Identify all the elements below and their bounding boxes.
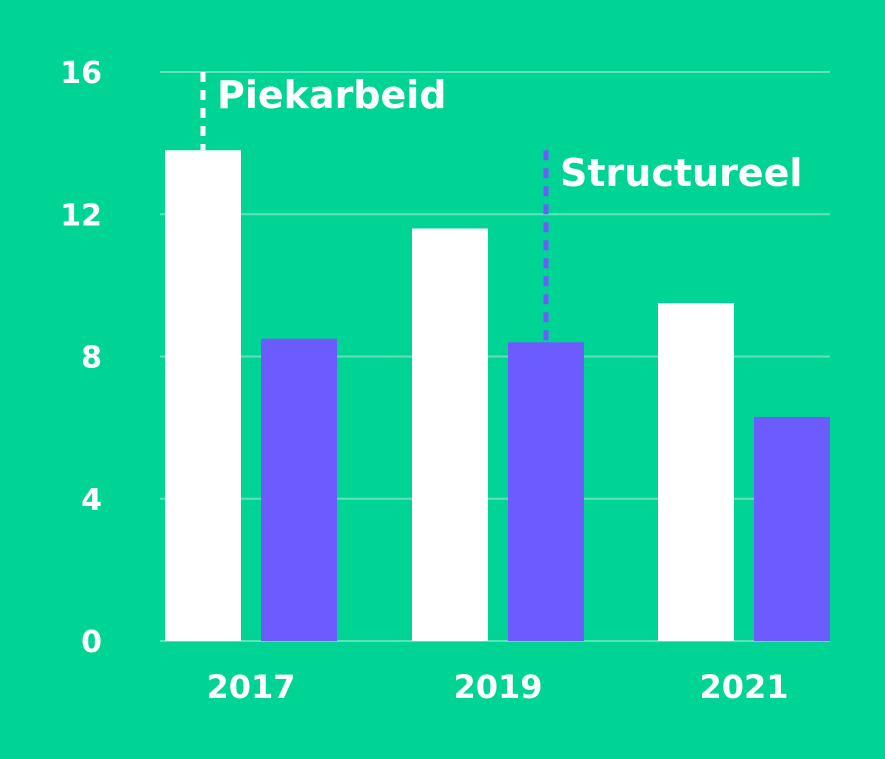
bar-2019-series-1 (412, 228, 488, 641)
annotation-label-2: Structureel (560, 151, 802, 195)
y-tick-label-16: 16 (60, 56, 102, 91)
annotation-labels: Piekarbeid Structureel (217, 73, 802, 195)
bar-2021-series-1 (658, 303, 734, 641)
y-tick-label-8: 8 (81, 341, 102, 376)
bar-2021-series-2 (754, 416, 830, 641)
y-tick-label-12: 12 (60, 198, 102, 233)
y-tick-label-0: 0 (81, 625, 102, 660)
annotation-lines (200, 72, 549, 343)
y-axis-ticks: 0 4 8 12 16 (60, 56, 102, 660)
x-category-label-2017: 2017 (206, 668, 295, 706)
bar-2017-series-1 (165, 150, 241, 642)
bar-2019-series-2 (508, 342, 584, 641)
bar-2017-series-2 (261, 338, 337, 641)
x-category-label-2019: 2019 (453, 668, 542, 706)
y-tick-label-4: 4 (81, 483, 102, 518)
annotation-label-1: Piekarbeid (217, 73, 447, 117)
x-category-label-2021: 2021 (699, 668, 788, 706)
x-axis-categories: 2017 2019 2021 (206, 668, 788, 706)
bars (165, 150, 830, 642)
